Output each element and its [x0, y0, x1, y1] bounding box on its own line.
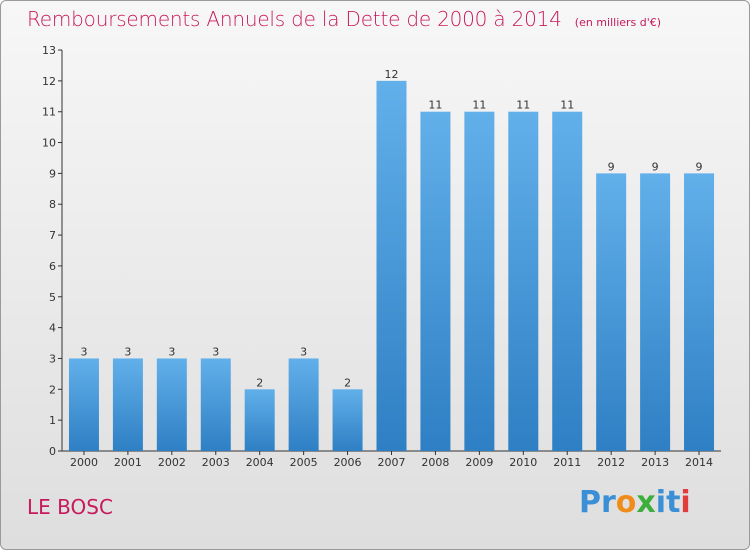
bars — [68, 80, 715, 451]
x-tick-label-2002: 2002 — [158, 456, 186, 469]
x-tick-label-2014: 2014 — [685, 456, 713, 469]
y-tick-label-7: 7 — [49, 229, 56, 242]
y-tick-label-3: 3 — [49, 352, 56, 365]
y-tick-label-13: 13 — [42, 44, 56, 57]
y-tick-label-11: 11 — [42, 106, 56, 119]
value-label-2000: 3 — [80, 345, 87, 358]
bar-2004 — [244, 389, 275, 451]
value-label-2004: 2 — [256, 376, 263, 389]
bar-2003 — [200, 358, 231, 451]
x-tick-label-2007: 2007 — [378, 456, 406, 469]
y-tick-label-1: 1 — [49, 414, 56, 427]
x-tick-label-2005: 2005 — [290, 456, 318, 469]
bar-2011 — [552, 111, 583, 451]
commune-name: LE BOSC — [27, 495, 113, 519]
data-labels: 3 3 3 3 2 3 2 12 11 11 11 11 9 9 9 — [80, 68, 702, 389]
value-label-2007: 12 — [385, 68, 399, 81]
value-label-2001: 3 — [124, 345, 131, 358]
value-label-2008: 11 — [428, 99, 442, 112]
y-tick-label-0: 0 — [49, 445, 56, 458]
value-label-2002: 3 — [168, 345, 175, 358]
bar-2010 — [508, 111, 539, 451]
chart-unit: (en milliers d'€) — [574, 16, 662, 29]
bar-2012 — [596, 173, 627, 451]
x-tick-label-2000: 2000 — [70, 456, 98, 469]
bar-2014 — [684, 173, 715, 451]
y-tick-label-2: 2 — [49, 383, 56, 396]
x-tick-label-2003: 2003 — [202, 456, 230, 469]
chart-title: Remboursements Annuels de la Dette de 20… — [27, 7, 562, 31]
x-tick-label-2001: 2001 — [114, 456, 142, 469]
y-tick-label-9: 9 — [49, 167, 56, 180]
value-label-2014: 9 — [696, 160, 703, 173]
value-label-2011: 11 — [560, 99, 574, 112]
x-tick-label-2006: 2006 — [334, 456, 362, 469]
value-label-2010: 11 — [516, 99, 530, 112]
bar-2000 — [68, 358, 99, 451]
value-label-2003: 3 — [212, 345, 219, 358]
value-label-2006: 2 — [344, 376, 351, 389]
bar-2001 — [112, 358, 143, 451]
y-tick-label-4: 4 — [49, 322, 56, 335]
x-tick-label-2004: 2004 — [246, 456, 274, 469]
proxiti-logo: Proxiti — [579, 485, 691, 520]
y-tick-label-5: 5 — [49, 291, 56, 304]
y-tick-label-10: 10 — [42, 137, 56, 150]
bar-2002 — [156, 358, 187, 451]
y-tick-label-6: 6 — [49, 260, 56, 273]
bar-2005 — [288, 358, 319, 451]
bar-2007 — [376, 80, 407, 451]
value-label-2005: 3 — [300, 345, 307, 358]
y-tick-label-12: 12 — [42, 75, 56, 88]
x-tick-label-2011: 2011 — [553, 456, 581, 469]
x-tick-label-2008: 2008 — [421, 456, 449, 469]
value-label-2013: 9 — [652, 160, 659, 173]
bar-2009 — [464, 111, 495, 451]
value-label-2009: 11 — [472, 99, 486, 112]
bar-2013 — [640, 173, 671, 451]
x-tick-label-2009: 2009 — [465, 456, 493, 469]
chart-title-block: Remboursements Annuels de la Dette de 20… — [27, 7, 661, 31]
x-tick-label-2013: 2013 — [641, 456, 669, 469]
y-tick-label-8: 8 — [49, 198, 56, 211]
x-tick-label-2010: 2010 — [509, 456, 537, 469]
bar-2008 — [420, 111, 451, 451]
value-label-2012: 9 — [608, 160, 615, 173]
x-tick-label-2012: 2012 — [597, 456, 625, 469]
bar-2006 — [332, 389, 363, 451]
